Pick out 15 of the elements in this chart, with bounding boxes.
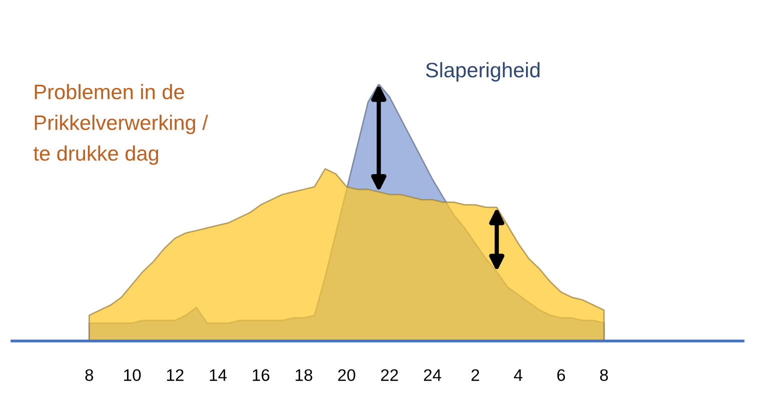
series-label: Slaperigheid	[426, 62, 540, 82]
x-tick-label: 4	[514, 369, 522, 381]
x-tick-label: 2	[472, 369, 480, 381]
x-tick-label: 18	[296, 369, 312, 382]
x-tick-label: 24	[424, 369, 442, 381]
x-tick-label: 12	[167, 369, 184, 381]
x-tick-label: 8	[85, 369, 94, 382]
x-tick-label: 6	[557, 369, 566, 382]
x-tick-label: 10	[124, 369, 141, 382]
x-tick-label: 14	[210, 369, 227, 381]
x-tick-label: 8	[600, 369, 608, 382]
x-tick-label: 20	[338, 369, 356, 382]
x-tick-label: 16	[252, 369, 270, 382]
x-tick-label: 22	[381, 369, 398, 381]
text: Problemen in de Prikkelverwerking / te drukke dag	[34, 84, 208, 165]
